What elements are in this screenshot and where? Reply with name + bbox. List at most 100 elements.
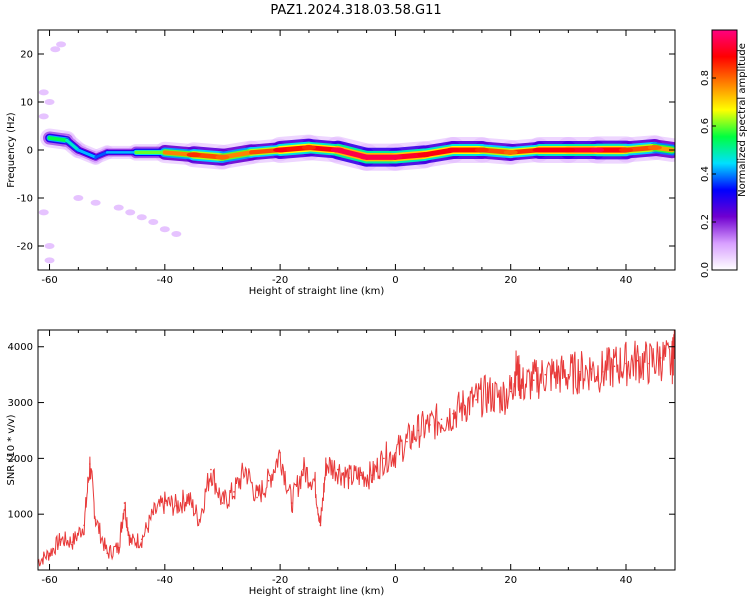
snr-data-point [279, 451, 281, 454]
snr-data-point [659, 357, 662, 359]
heatmap-faint-blob [125, 209, 136, 216]
colorbar-tick-label: 0.6 [700, 118, 711, 134]
snr-data-point [613, 365, 616, 368]
snr-data-point [602, 371, 604, 373]
snr-data-point [452, 412, 454, 415]
x-tick-label: -20 [272, 575, 288, 586]
snr-data-point [123, 502, 126, 504]
snr-series-line [38, 330, 675, 567]
snr-data-point [48, 552, 51, 555]
heatmap-peak [503, 149, 518, 155]
y-tick-label: 4000 [8, 342, 33, 353]
bottom-x-axis-title: Height of straight line (km) [249, 586, 385, 597]
heatmap-peak [417, 152, 432, 158]
snr-data-point [94, 518, 97, 521]
top-y-axis-title: Frequency (Hz) [6, 112, 17, 188]
snr-data-point [71, 541, 74, 543]
colorbar-tick-label: 0.0 [700, 262, 711, 278]
heatmap-peak [647, 145, 662, 151]
snr-data-point [567, 373, 570, 376]
snr-data-point [164, 502, 166, 504]
snr-data-point [383, 457, 385, 460]
snr-data-point [636, 359, 639, 362]
y-tick-label: 2000 [8, 454, 33, 465]
spectrogram-panel: -60 -40 -20 0 20 40 -20 -10 0 10 20 Height of strai… [6, 29, 676, 297]
heatmap-faint-blob [44, 99, 55, 105]
heatmap-peak [619, 147, 633, 153]
heatmap-faint-blob [44, 257, 55, 264]
plot-frame [37, 329, 676, 571]
snr-data-point [267, 479, 270, 482]
snr-data-point [244, 468, 247, 471]
heatmap-peak [186, 152, 201, 158]
x-tick-label: 40 [620, 575, 633, 586]
snr-data-point [256, 496, 258, 499]
colorbar-tick-label: 0.4 [700, 166, 711, 182]
heatmap-faint-blob [38, 113, 49, 120]
snr-data-point [325, 463, 328, 465]
heatmap-peak [301, 145, 316, 151]
heatmap-faint-blob [90, 199, 101, 206]
heatmap-peak [273, 147, 288, 153]
y-tick-label: 0 [27, 146, 33, 157]
heatmap-faint-blob [73, 195, 84, 201]
snr-data-point [83, 524, 85, 527]
heatmap-faint-blob [148, 219, 159, 225]
heatmap-faint-blob [171, 231, 182, 237]
heatmap-faint-blob [44, 243, 55, 249]
snr-data-point [187, 496, 189, 499]
snr-data-point [302, 468, 304, 471]
x-tick-label: -40 [157, 575, 173, 586]
figure-title: PAZ1.2024.318.03.58.G11 [270, 3, 441, 18]
snr-data-point [475, 398, 477, 401]
colorbar-tick-label: 0.2 [700, 214, 711, 230]
heatmap-peak [330, 147, 345, 153]
heatmap-faint-blob [56, 41, 67, 48]
heatmap-faint-blob [136, 214, 147, 221]
colorbar: 0.0 0.2 0.4 0.6 0.8 Normalized spectral ampli… [700, 29, 748, 278]
heatmap-peak [590, 147, 605, 153]
y-tick-label: -20 [17, 242, 33, 253]
snr-data-point [129, 541, 132, 543]
x-tick-label: 20 [504, 275, 517, 286]
snr-data-point [360, 474, 362, 476]
snr-data-point [544, 373, 547, 376]
heatmap-peak [215, 154, 230, 160]
snr-data-point [463, 404, 466, 407]
x-tick-label: 0 [392, 275, 398, 286]
snr-data-point [440, 418, 443, 421]
snr-data-point [336, 468, 339, 471]
heatmap-peak [446, 147, 461, 153]
colorbar-tick-label: 0.8 [700, 70, 711, 86]
bottom-y-axis-title: SNR (10 * v/v) [6, 414, 17, 485]
snr-data-point [509, 390, 512, 393]
snr-data-point [152, 513, 155, 515]
y-tick-label: -10 [17, 194, 33, 205]
snr-data-point [556, 373, 558, 376]
x-tick-label: -20 [272, 275, 288, 286]
heatmap-faint-blob [159, 226, 170, 233]
heatmap-faint-blob [113, 204, 124, 211]
snr-data-point [290, 502, 293, 504]
y-tick-label: 3000 [8, 398, 33, 409]
snr-data-point [532, 379, 535, 382]
colorbar-strip [711, 29, 738, 271]
heatmap-peak [561, 147, 576, 153]
y-tick-label: 20 [20, 50, 33, 61]
heatmap-ridge-segment [76, 148, 98, 159]
snr-data-point [406, 440, 408, 443]
snr-data-point [429, 424, 431, 426]
snr-data-point [313, 479, 316, 482]
x-tick-label: 0 [392, 575, 398, 586]
heatmap-faint-blob [38, 209, 49, 216]
snr-data-point [498, 396, 500, 398]
snr-data-point [394, 451, 397, 454]
heatmap-ridge-segment [47, 136, 69, 143]
snr-data-point [486, 393, 489, 395]
heatmap-peak [388, 154, 403, 160]
snr-plot-area [38, 330, 675, 567]
snr-data-point [348, 477, 351, 479]
x-tick-label: -40 [157, 275, 173, 286]
snr-data-point [221, 502, 224, 504]
